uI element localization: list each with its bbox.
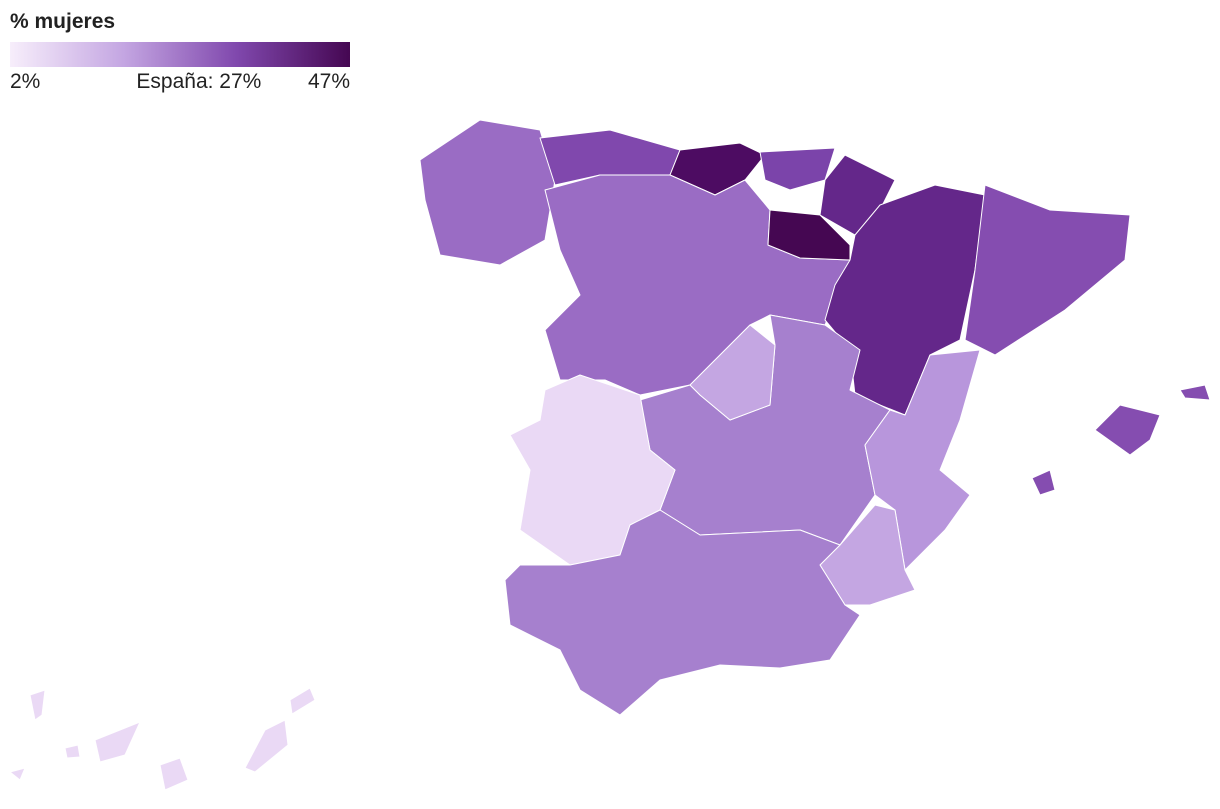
legend-label: España: 27% [136, 70, 261, 93]
region [964, 184, 1131, 356]
legend-title: % mujeres [10, 10, 115, 33]
region [244, 719, 289, 773]
region [9, 767, 26, 781]
region [504, 509, 861, 716]
region [759, 147, 836, 191]
region [159, 757, 189, 791]
legend-label: 47% [308, 70, 350, 93]
region [64, 744, 81, 759]
region [689, 324, 776, 421]
region [94, 721, 141, 763]
legend-label: 2% [10, 70, 40, 93]
regions [9, 119, 1211, 791]
region [1094, 404, 1161, 456]
region [1179, 384, 1211, 401]
region [1031, 469, 1056, 496]
region [419, 119, 556, 266]
region [29, 689, 46, 721]
legend-scale [10, 42, 350, 67]
region [289, 687, 316, 715]
